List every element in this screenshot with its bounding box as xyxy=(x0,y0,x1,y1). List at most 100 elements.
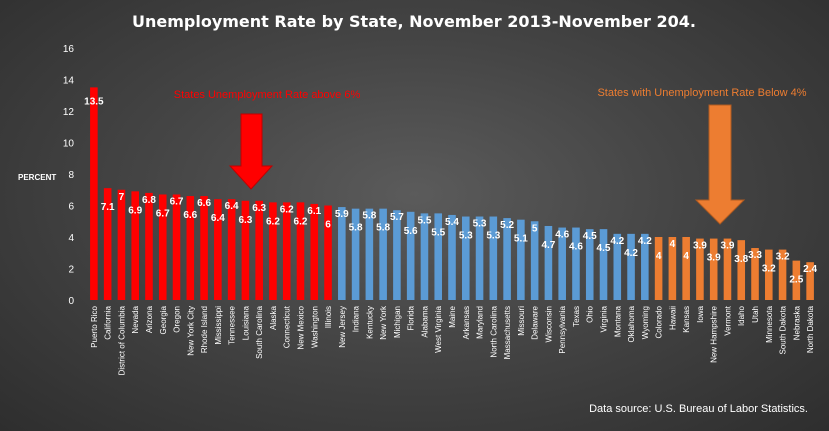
category-label: Missouri xyxy=(517,306,526,336)
category-label: Montana xyxy=(613,305,622,337)
bar xyxy=(709,238,718,300)
bar xyxy=(585,229,594,300)
value-label: 6.1 xyxy=(307,206,321,217)
bar xyxy=(792,260,801,300)
bar xyxy=(572,227,580,300)
category-label: Wisconsin xyxy=(544,306,553,342)
category-label: Florida xyxy=(407,305,416,330)
category-label: Oregon xyxy=(173,306,182,333)
value-label: 4 xyxy=(670,239,676,250)
category-label: Colorado xyxy=(655,305,664,338)
value-label: 5.8 xyxy=(362,211,376,222)
value-label: 3.9 xyxy=(721,241,735,252)
category-label: Utah xyxy=(751,306,760,323)
value-label: 5.5 xyxy=(417,215,431,226)
bar xyxy=(200,196,208,300)
category-label: Maine xyxy=(448,305,457,327)
value-label: 5.9 xyxy=(335,209,349,220)
bar xyxy=(255,200,263,300)
bar xyxy=(379,208,387,300)
bar xyxy=(723,238,732,300)
category-label: Alaska xyxy=(269,305,278,330)
value-label: 5.5 xyxy=(431,227,445,238)
bar xyxy=(90,87,98,300)
value-label: 4.5 xyxy=(583,231,597,242)
bar xyxy=(778,249,787,300)
category-label: Georgia xyxy=(159,305,168,334)
category-label: Washington xyxy=(310,306,319,348)
bar xyxy=(282,202,291,300)
value-label: 3.9 xyxy=(693,241,707,252)
value-label: 5.3 xyxy=(486,231,500,242)
value-label: 6.8 xyxy=(142,195,156,206)
category-label: New Jersey xyxy=(338,306,347,348)
value-label: 5.4 xyxy=(445,217,459,228)
bar xyxy=(530,221,539,300)
category-label: Tennessee xyxy=(228,305,237,344)
bar xyxy=(117,189,126,300)
bar xyxy=(806,262,814,300)
bar xyxy=(393,210,401,300)
y-tick-label: 2 xyxy=(68,265,74,276)
category-label: Vermont xyxy=(723,305,732,336)
bar xyxy=(503,218,511,300)
value-label: 6.7 xyxy=(156,208,170,219)
value-label: 5 xyxy=(532,223,538,234)
value-label: 3.3 xyxy=(748,250,762,261)
data-source-note: Data source: U.S. Bureau of Labor Statis… xyxy=(589,403,808,415)
bar xyxy=(296,202,305,300)
annotation-above-6: States Unemployment Rate above 6% xyxy=(174,89,361,101)
value-label: 3.2 xyxy=(762,264,776,275)
category-label: California xyxy=(104,305,113,339)
category-label: South Dakota xyxy=(779,305,788,354)
annotation-below-4: States with Unemployment Rate Below 4% xyxy=(597,87,806,99)
value-label: 4.7 xyxy=(541,240,555,251)
category-label: West Virginia xyxy=(434,305,443,352)
category-label: Puerto Rico xyxy=(90,305,99,347)
category-label: Idaho xyxy=(737,305,746,326)
value-label: 2.4 xyxy=(803,264,817,275)
bar xyxy=(668,237,677,300)
category-label: Nevada xyxy=(131,305,140,333)
value-label: 6.7 xyxy=(170,196,184,207)
value-label: 3.8 xyxy=(734,254,748,265)
bars-group xyxy=(90,87,814,300)
bar xyxy=(420,213,429,300)
category-label: Illinois xyxy=(324,306,333,328)
category-label: Texas xyxy=(572,306,581,327)
bar xyxy=(558,227,566,300)
bar xyxy=(131,191,139,300)
value-label: 6.2 xyxy=(266,216,280,227)
value-label: 5.7 xyxy=(390,212,404,223)
bar xyxy=(227,199,236,300)
bar xyxy=(186,196,195,300)
value-label: 6.3 xyxy=(238,215,252,226)
value-label: 6.2 xyxy=(280,204,294,215)
value-label: 5.3 xyxy=(459,231,473,242)
bar xyxy=(765,249,773,300)
category-label: Minnesota xyxy=(765,305,774,342)
value-label: 6.6 xyxy=(183,210,197,221)
category-label: North Dakota xyxy=(806,305,815,353)
bar xyxy=(489,216,498,300)
bar xyxy=(241,200,250,300)
category-label: Michigan xyxy=(393,306,402,338)
category-label: Arkansas xyxy=(462,306,471,339)
category-label: Mississippi xyxy=(214,306,223,345)
bar xyxy=(214,199,222,300)
y-tick-label: 12 xyxy=(63,107,75,118)
value-label: 7 xyxy=(119,192,125,203)
category-label: North Carolina xyxy=(489,305,498,357)
value-label: 4 xyxy=(656,251,662,262)
bar xyxy=(682,237,690,300)
category-label: Ohio xyxy=(586,305,595,322)
y-axis: 0 2 4 6 8 10 12 14 16 xyxy=(63,44,75,307)
category-label: Hawaii xyxy=(668,306,677,330)
bar xyxy=(696,238,704,300)
value-label: 3.9 xyxy=(707,253,721,264)
bar xyxy=(448,214,456,300)
chart-title: Unemployment Rate by State, November 201… xyxy=(132,12,696,31)
category-label: Massachusetts xyxy=(503,306,512,359)
value-label: 5.3 xyxy=(473,219,487,230)
bar xyxy=(654,237,663,300)
